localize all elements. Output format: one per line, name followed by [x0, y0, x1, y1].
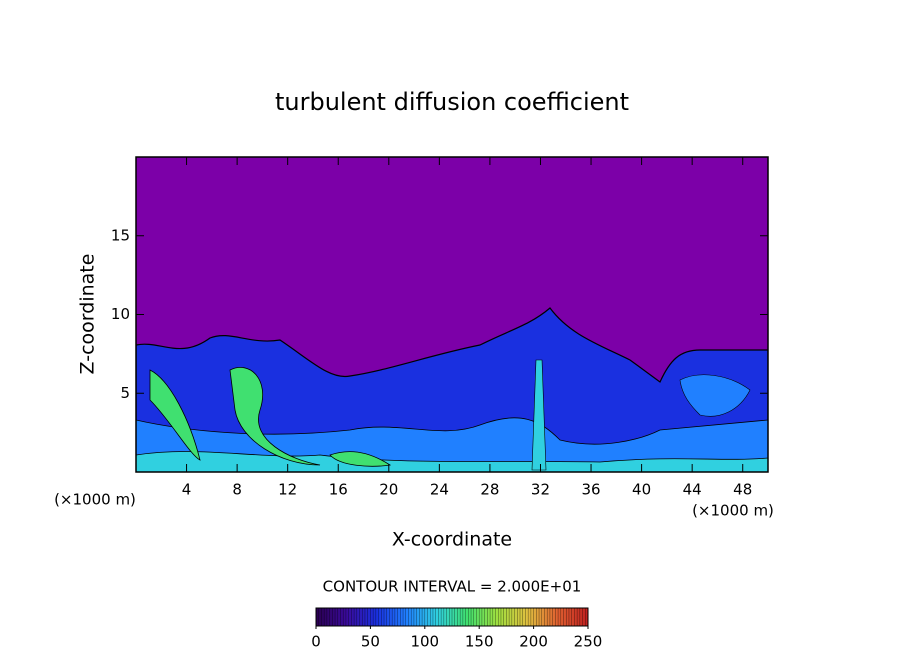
- x-tick-label: 20: [379, 481, 398, 499]
- colorbar-tick-label: 250: [574, 633, 603, 651]
- y-unit-label: (×1000 m): [54, 491, 136, 509]
- x-tick-label: 16: [329, 481, 348, 499]
- x-tick-label: 28: [480, 481, 499, 499]
- x-tick-label: 24: [430, 481, 449, 499]
- x-tick-label: 48: [733, 481, 752, 499]
- colorbar-tick-label: 100: [410, 633, 439, 651]
- colorbar-tick-label: 0: [311, 633, 321, 651]
- x-axis-label: X-coordinate: [392, 529, 512, 551]
- x-tick-label: 40: [632, 481, 651, 499]
- chart-title: turbulent diffusion coefficient: [275, 88, 629, 116]
- y-tick-label: 5: [120, 384, 130, 402]
- x-unit-label: (×1000 m): [692, 502, 774, 520]
- y-axis-label: Z-coordinate: [77, 254, 99, 375]
- x-tick-label: 4: [182, 481, 192, 499]
- x-tick-label: 44: [683, 481, 702, 499]
- colorbar-tick-label: 150: [465, 633, 494, 651]
- x-tick-label: 8: [232, 481, 242, 499]
- colorbar-tick-label: 50: [361, 633, 380, 651]
- contour-field: [136, 307, 768, 472]
- colorbar-tick-label: 200: [519, 633, 548, 651]
- contour-interval: CONTOUR INTERVAL = 2.000E+01: [323, 578, 582, 596]
- x-tick-label: 12: [278, 481, 297, 499]
- y-tick-label: 10: [111, 305, 130, 323]
- x-tick-label: 32: [531, 481, 550, 499]
- x-tick-label: 36: [581, 481, 600, 499]
- y-tick-label: 15: [111, 226, 130, 244]
